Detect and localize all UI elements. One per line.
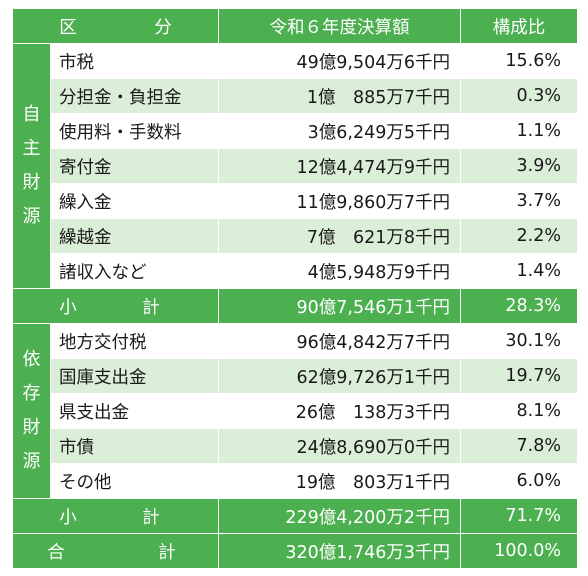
item-ratio: 6.0% (460, 463, 578, 499)
group-label-char: 財 (22, 172, 41, 193)
table-row: 市債 24億8,690万0千円 7.8% (13, 428, 578, 464)
subtotal-row: 小 計 90億7,546万1千円 28.3% (12, 288, 578, 324)
subtotal-amount: 229億4,200万2千円 (218, 498, 461, 534)
subtotal-amount: 90億7,546万1千円 (218, 288, 461, 324)
item-ratio: 2.2% (460, 218, 578, 254)
group-label-char: 主 (22, 138, 41, 159)
item-ratio: 0.3% (460, 78, 578, 114)
group-label-char: 自 (22, 104, 41, 125)
group-label-char: 依 (22, 349, 41, 370)
item-name: 市税 (50, 43, 219, 79)
table-row: 繰越金 7億 621万8千円 2.2% (13, 218, 578, 254)
item-name: 国庫支出金 (50, 358, 219, 394)
group-label-char: 源 (22, 206, 41, 227)
budget-table: 区 分 令和６年度決算額 構成比 自 主 財 源 市税 49億9,504万6千円… (12, 8, 578, 569)
item-name: 諸収入など (50, 253, 219, 289)
table-row: 国庫支出金 62億9,726万1千円 19.7% (13, 358, 578, 394)
item-amount: 1億 885万7千円 (218, 78, 461, 114)
table-row: 繰入金 11億9,860万7千円 3.7% (13, 183, 578, 219)
item-name: 繰入金 (50, 183, 219, 219)
item-amount: 26億 138万3千円 (218, 393, 461, 429)
subtotal-ratio: 28.3% (460, 288, 578, 324)
item-amount: 49億9,504万6千円 (218, 43, 461, 79)
subtotal-label: 小 計 (12, 498, 219, 534)
table-row: 県支出金 26億 138万3千円 8.1% (13, 393, 578, 429)
item-ratio: 30.1% (460, 323, 578, 359)
item-name: 県支出金 (50, 393, 219, 429)
table-row: その他 19億 803万1千円 6.0% (13, 463, 578, 499)
item-amount: 24億8,690万0千円 (218, 428, 461, 464)
item-amount: 7億 621万8千円 (218, 218, 461, 254)
table-row: 使用料・手数料 3億6,249万5千円 1.1% (13, 113, 578, 149)
item-name: 使用料・手数料 (50, 113, 219, 149)
header-category: 区 分 (12, 8, 219, 44)
group-label-char: 財 (22, 417, 41, 438)
item-name: 寄付金 (50, 148, 219, 184)
item-ratio: 3.9% (460, 148, 578, 184)
item-ratio: 7.8% (460, 428, 578, 464)
item-ratio: 1.4% (460, 253, 578, 289)
header-amount: 令和６年度決算額 (218, 8, 461, 44)
subtotal-label: 小 計 (12, 288, 219, 324)
item-amount: 62億9,726万1千円 (218, 358, 461, 394)
item-amount: 96億4,842万7千円 (218, 323, 461, 359)
subtotal-row: 小 計 229億4,200万2千円 71.7% (12, 498, 578, 534)
item-name: 分担金・負担金 (50, 78, 219, 114)
table-row: 分担金・負担金 1億 885万7千円 0.3% (13, 78, 578, 114)
item-amount: 3億6,249万5千円 (218, 113, 461, 149)
total-ratio: 100.0% (460, 533, 578, 569)
group-label-char: 存 (22, 383, 41, 404)
subtotal-ratio: 71.7% (460, 498, 578, 534)
item-name: 市債 (50, 428, 219, 464)
total-amount: 320億1,746万3千円 (218, 533, 461, 569)
header-ratio: 構成比 (460, 8, 578, 44)
item-name: 地方交付税 (50, 323, 219, 359)
item-ratio: 1.1% (460, 113, 578, 149)
group-label-dependent-revenue: 依 存 財 源 (12, 323, 51, 499)
table-row: 諸収入など 4億5,948万9千円 1.4% (13, 253, 578, 289)
table-row: 寄付金 12億4,474万9千円 3.9% (13, 148, 578, 184)
item-amount: 12億4,474万9千円 (218, 148, 461, 184)
table-header-row: 区 分 令和６年度決算額 構成比 (12, 8, 578, 44)
item-amount: 11億9,860万7千円 (218, 183, 461, 219)
table-row: 自 主 財 源 市税 49億9,504万6千円 15.6% (12, 43, 578, 289)
item-ratio: 19.7% (460, 358, 578, 394)
item-ratio: 15.6% (460, 43, 578, 79)
item-ratio: 3.7% (460, 183, 578, 219)
total-label: 合 計 (12, 533, 219, 569)
item-amount: 19億 803万1千円 (218, 463, 461, 499)
item-amount: 4億5,948万9千円 (218, 253, 461, 289)
item-name: 繰越金 (50, 218, 219, 254)
item-ratio: 8.1% (460, 393, 578, 429)
group-label-own-revenue: 自 主 財 源 (12, 43, 51, 289)
total-row: 合 計 320億1,746万3千円 100.0% (12, 533, 578, 569)
group-label-char: 源 (22, 451, 41, 472)
table-row: 依 存 財 源 地方交付税 96億4,842万7千円 30.1% (12, 323, 578, 499)
item-name: その他 (50, 463, 219, 499)
